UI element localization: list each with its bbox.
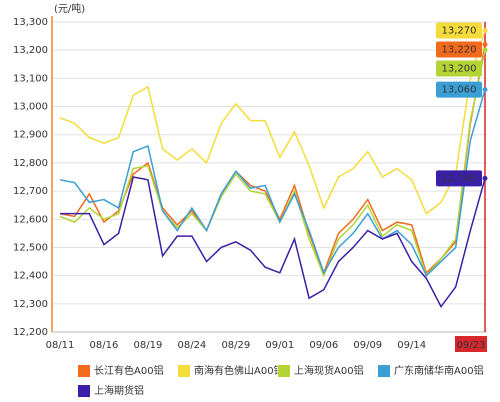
legend-label: 上海现货A00铝: [294, 364, 364, 377]
x-tick-label: 09/01: [265, 340, 294, 351]
legend-label: 上海期货铝: [94, 384, 144, 397]
value-label-box: [436, 60, 482, 77]
y-tick-label: 12,800: [13, 158, 48, 169]
value-label-box: [436, 170, 482, 187]
end-point: [482, 87, 488, 93]
x-tick-label: 08/24: [177, 340, 206, 351]
end-point: [482, 42, 488, 48]
legend-label: 长江有色A00铝: [94, 364, 164, 377]
y-tick-label: 12,300: [13, 299, 48, 310]
value-label: 13,060: [442, 85, 477, 96]
y-tick-label: 12,400: [13, 271, 48, 282]
value-label-box: [436, 81, 482, 98]
value-label: 12,745: [442, 173, 477, 184]
y-tick-label: 12,600: [13, 214, 48, 225]
x-label-highlight: [455, 336, 487, 352]
series-line: [60, 176, 486, 309]
y-tick-label: 13,300: [13, 17, 48, 28]
legend-swatch: [378, 365, 390, 377]
y-tick-label: 13,000: [13, 102, 48, 113]
series-line: [59, 89, 486, 277]
y-tick-label: 13,200: [13, 45, 48, 56]
legend-swatch: [78, 365, 90, 377]
legend-swatch: [78, 385, 90, 397]
y-tick-label: 12,900: [13, 130, 48, 141]
value-label: 13,200: [442, 63, 477, 74]
x-tick-label: 08/11: [46, 340, 75, 351]
legend-swatch: [278, 365, 290, 377]
legend-label: 广东南储华南A00铝: [394, 364, 484, 377]
end-point: [482, 175, 488, 181]
series-line: [59, 50, 486, 278]
x-tick-label: 09/23: [457, 340, 486, 351]
value-label: 13,270: [442, 25, 477, 36]
y-tick-label: 12,500: [13, 242, 48, 253]
y-tick-label: 12,200: [13, 327, 48, 338]
x-tick-label: 09/09: [353, 340, 382, 351]
x-tick-label: 08/19: [134, 340, 163, 351]
y-tick-label: 13,100: [13, 73, 48, 84]
unit-label: (元/吨): [54, 2, 85, 15]
x-tick-label: 09/14: [397, 340, 426, 351]
x-tick-label: 08/29: [221, 340, 250, 351]
end-point: [482, 47, 488, 53]
legend-swatch: [178, 365, 190, 377]
value-label-box: [436, 41, 482, 58]
y-tick-label: 12,700: [13, 186, 48, 197]
series-line: [59, 30, 486, 215]
value-label-box: [436, 22, 482, 39]
value-label: 13,220: [442, 44, 477, 55]
x-tick-label: 08/16: [90, 340, 119, 351]
x-tick-label: 09/06: [309, 340, 338, 351]
end-point: [482, 27, 488, 33]
legend-label: 南海有色佛山A00铝: [194, 364, 284, 377]
